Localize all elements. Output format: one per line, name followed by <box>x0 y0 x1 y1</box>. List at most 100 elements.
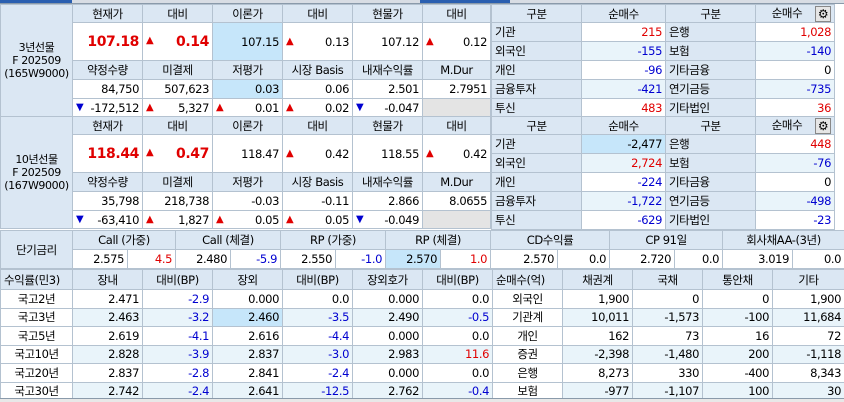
table-row: 개인 -224 기타금융 0 <box>491 172 835 192</box>
investor-label: 은행 <box>665 22 756 42</box>
value-cell: 8,273 <box>562 363 633 383</box>
triangle-up-icon: ▲ <box>146 101 154 113</box>
cell-value: 36 <box>817 101 831 115</box>
column-header: 내재수익률 <box>352 60 423 80</box>
column-header: 순매수 <box>581 116 666 135</box>
investor-label: 개인 <box>491 172 582 192</box>
gear-icon[interactable]: ⚙ <box>815 118 831 134</box>
futures-value: -0.03 <box>212 191 283 211</box>
value-cell: 2.837 <box>72 363 143 383</box>
value-cell: 73 <box>632 326 703 346</box>
cell-value: 0.05 <box>324 212 349 227</box>
futures-value: ▲ 0.02 <box>282 98 353 117</box>
futures-value: ▲ 0.42 <box>282 134 353 173</box>
cell-value: 16 <box>755 328 769 343</box>
cell-value: 채권계 <box>582 272 613 287</box>
cell-value: 2.480 <box>196 252 227 266</box>
futures-value: 107.18 <box>72 22 143 61</box>
table-row: 국고5년 2.619 -4.1 2.616 -4.4 0.000 0.0 <box>0 326 493 346</box>
row-label: 국고3년 <box>0 307 73 327</box>
cell-value: -1,480 <box>664 347 699 362</box>
rate-header: RP (가중) <box>279 230 387 250</box>
cell-value: 약정수량 <box>87 175 128 189</box>
column-header: 기타 <box>772 269 844 290</box>
cell-value: -4.4 <box>328 328 349 343</box>
column-header: 약정수량 <box>72 60 143 80</box>
cell-value: 2.471 <box>108 291 139 306</box>
cell-value: -1,573 <box>664 310 699 325</box>
net-buy-value: 2,724 <box>581 153 666 173</box>
futures-value: 0.03 <box>212 79 283 99</box>
cell-value: -140 <box>806 44 832 58</box>
row-label: 국고10년 <box>0 344 73 364</box>
value-cell: 1,900 <box>772 289 844 309</box>
cell-value: 대비 <box>307 118 328 133</box>
row-label: 국고5년 <box>0 326 73 346</box>
gear-icon[interactable]: ⚙ <box>815 6 831 22</box>
cell-value: 1.0 <box>469 252 488 266</box>
bottom-strip <box>0 398 844 402</box>
column-header: 구분 <box>665 116 756 135</box>
cell-value: 84,750 <box>101 82 139 96</box>
short-rates-label: 단기금리 <box>0 230 73 269</box>
cell-value: 증권 <box>517 347 538 362</box>
cell-value: 11,684 <box>803 310 841 325</box>
cell-value: 이론가 <box>232 118 263 133</box>
futures-row: 10년선물 F 202509 (167W9000) 현재가 대비 이론가 대비 현물가 대비 <box>0 116 491 229</box>
triangle-down-icon: ▼ <box>76 101 84 113</box>
value-cell: 330 <box>632 363 703 383</box>
cell-value: 2.742 <box>108 384 139 399</box>
value-cell: 30 <box>772 381 844 401</box>
table-row: 국고2년 2.471 -2.9 0.000 0.0 0.000 0.0 <box>0 289 493 309</box>
futures-row: 약정수량 미결제 저평가 시장 Basis 내재수익률 M.Dur <box>1 172 491 192</box>
cell-value: 이론가 <box>232 6 263 21</box>
investor-label: 기타법인 <box>665 98 756 118</box>
value-cell: -1,118 <box>772 344 844 364</box>
net-buy-value: 0 <box>755 60 835 80</box>
cell-value: 2.983 <box>388 347 419 362</box>
cell-value: -172,512 <box>90 100 139 115</box>
cell-value: M.Dur <box>440 175 473 189</box>
table-row: 투신 -629 기타법인 -23 <box>491 210 835 230</box>
value-cell: 11,684 <box>772 307 844 327</box>
column-header: 대비(BP) <box>142 269 213 290</box>
value-cell: 0.000 <box>352 326 423 346</box>
cell-value: 2.7951 <box>449 82 487 96</box>
cell-value: -23 <box>813 213 831 227</box>
futures-value: -0.11 <box>282 191 353 211</box>
header-row: 구분 순매수 구분 ⚙ 순매수 <box>491 116 835 135</box>
futures-value: 2.866 <box>352 191 423 211</box>
futures-row: 약정수량 미결제 저평가 시장 Basis 내재수익률 M.Dur <box>1 60 491 80</box>
value-cell: 0.0 <box>422 363 493 383</box>
header-row: 단기금리 Call (가중) Call (체결) RP (가중) RP (체결) CD수익… <box>0 230 844 269</box>
futures-row: 3년선물 F 202509 (165W9000) 현재가 대비 이론가 대비 현물가 대비 <box>0 4 491 117</box>
value-cell: -100 <box>702 307 773 327</box>
cell-value: 0.02 <box>324 100 349 115</box>
cell-value: M.Dur <box>440 63 473 77</box>
cell-value: -4.1 <box>188 328 209 343</box>
column-header: 국채 <box>632 269 703 290</box>
cell-value: 0 <box>692 291 699 306</box>
row-label: 국고20년 <box>0 363 73 383</box>
tab-indicator[interactable] <box>0 0 72 3</box>
table-row: 국고3년 2.463 -3.2 2.460 -3.5 2.490 -0.5 <box>0 307 493 327</box>
tab-indicator[interactable] <box>420 0 510 3</box>
cell-value: 순매수 <box>608 118 639 133</box>
net-buy-value: 36 <box>755 98 835 118</box>
cell-value: -0.047 <box>384 100 419 115</box>
cell-value: 미결제 <box>162 175 193 189</box>
futures-value: ▼ -63,410 <box>72 210 143 229</box>
net-buy-value: -76 <box>755 153 835 173</box>
triangle-up-icon: ▲ <box>146 146 154 158</box>
cell-value: 2.837 <box>108 365 139 380</box>
cell-value: 2.841 <box>248 365 279 380</box>
cell-value: -735 <box>806 82 832 96</box>
futures-value: 118.55 <box>352 134 423 173</box>
cell-value: 8,273 <box>598 365 629 380</box>
futures-value: ▼ -172,512 <box>72 98 143 117</box>
cell-value: -2.9 <box>188 291 209 306</box>
cell-value: 448 <box>810 137 831 151</box>
cell-value: 0.000 <box>388 291 419 306</box>
futures-value: 2.7951 <box>422 79 491 99</box>
net-buy-value: -1,722 <box>581 191 666 211</box>
